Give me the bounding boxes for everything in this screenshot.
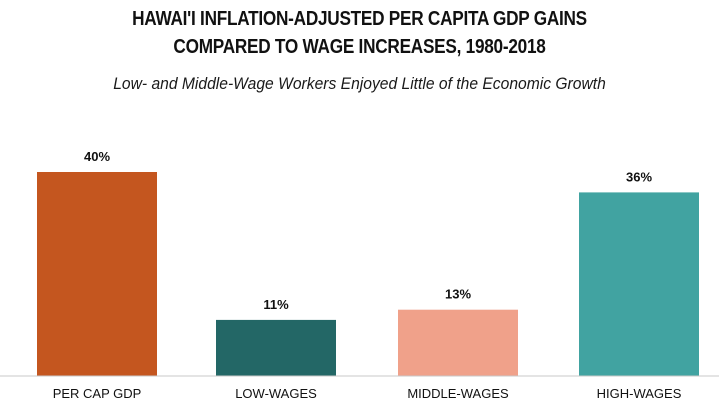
bar-low-wages <box>216 319 336 376</box>
category-label-per-cap-gdp: PER CAP GDP <box>53 386 142 401</box>
chart-title-line-1: HAWAI'I INFLATION-ADJUSTED PER CAPITA GD… <box>132 8 587 30</box>
bar-high-wages <box>579 192 699 376</box>
value-label-high-wages: 36% <box>626 169 652 184</box>
chart-title-line-2: COMPARED TO WAGE INCREASES, 1980-2018 <box>173 36 546 58</box>
bar-per-cap-gdp <box>37 172 157 376</box>
chart-subtitle: Low- and Middle-Wage Workers Enjoyed Lit… <box>113 74 606 93</box>
bar-middle-wages <box>398 309 518 376</box>
category-label-high-wages: HIGH-WAGES <box>597 386 682 401</box>
value-label-low-wages: 11% <box>263 297 289 312</box>
value-label-per-cap-gdp: 40% <box>84 149 110 164</box>
category-label-low-wages: LOW-WAGES <box>235 386 317 401</box>
category-label-middle-wages: MIDDLE-WAGES <box>407 386 509 401</box>
value-label-middle-wages: 13% <box>445 287 471 302</box>
